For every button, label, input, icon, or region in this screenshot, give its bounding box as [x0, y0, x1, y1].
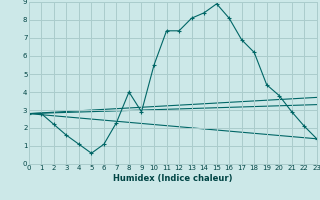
- X-axis label: Humidex (Indice chaleur): Humidex (Indice chaleur): [113, 174, 233, 183]
